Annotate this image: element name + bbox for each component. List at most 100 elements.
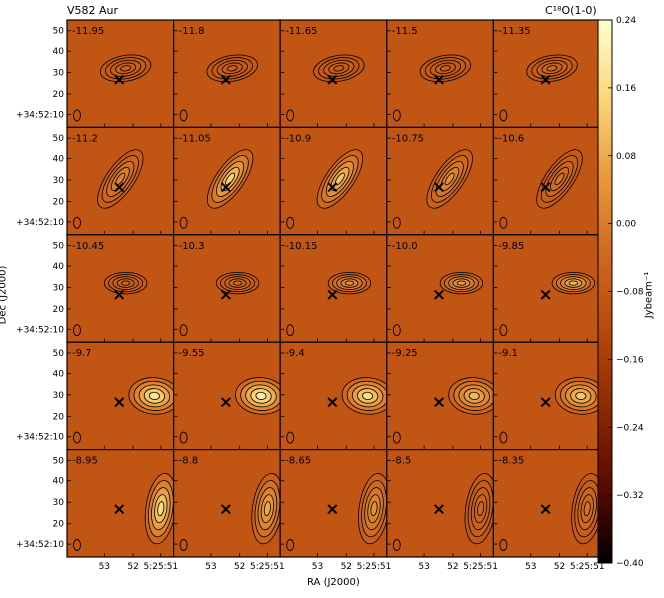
velocity-label: -8.5 [392, 456, 412, 467]
y-tick-label: 40 [53, 47, 65, 57]
emission-contours [206, 54, 258, 83]
beam-ellipse [499, 324, 508, 337]
x-tick-label: 5:25:51 [570, 562, 605, 572]
emission-contours [571, 473, 600, 545]
velocity-label: -10.75 [392, 133, 424, 144]
beam-ellipse [499, 109, 508, 122]
source-marker: × [112, 177, 126, 197]
beam-ellipse [179, 216, 188, 229]
source-marker: × [539, 177, 553, 197]
channel-panel: × -8.95 50 40 30 20 +34:52:10 53 52 5:25:51 [16, 449, 178, 572]
contour-level [120, 280, 131, 286]
velocity-label: -11.05 [179, 133, 211, 144]
contour-level [444, 172, 455, 186]
x-tick-label: 5:25:51 [250, 562, 285, 572]
source-marker: × [539, 392, 553, 412]
velocity-label: -10.6 [498, 133, 524, 144]
emission-contours [144, 473, 174, 545]
channel-panel: × -8.65 53 52 5:25:51 [279, 449, 392, 572]
channel-panel: × -11.5 [386, 19, 494, 129]
contour-level [225, 172, 236, 186]
y-tick-label: 30 [53, 69, 65, 79]
y-tick-label: 40 [53, 262, 65, 272]
beam-ellipse [286, 324, 295, 337]
source-marker: × [432, 70, 446, 90]
y-tick-label: 40 [53, 477, 65, 487]
velocity-label: -10.3 [179, 241, 205, 252]
emission-contours [128, 377, 174, 415]
emission-contours [327, 271, 372, 295]
channel-panel: × -10.9 [279, 126, 388, 236]
contour-level [468, 391, 480, 400]
contour-level [568, 280, 579, 286]
source-marker: × [325, 500, 339, 520]
emission-contours [316, 149, 364, 209]
contour-level [333, 65, 345, 72]
channel-panel: × -10.45 50 40 30 20 +34:52:10 [16, 234, 175, 343]
velocity-label: -11.35 [498, 26, 530, 37]
channel-panel: × -11.95 50 40 30 20 +34:52:10 [16, 19, 175, 129]
y-axis-label: Dec (J2000) [0, 265, 9, 325]
emission-contours [206, 149, 254, 209]
emission-contours [97, 149, 144, 209]
emission-contours [313, 54, 365, 83]
beam-ellipse [73, 216, 81, 229]
channel-panel: × -9.85 [492, 234, 601, 343]
beam-ellipse [286, 539, 295, 551]
y-tick-label: 20 [53, 198, 65, 208]
velocity-label: -9.7 [72, 348, 92, 359]
contour-level [120, 65, 132, 72]
emission-contours [215, 271, 260, 295]
emission-contours [358, 473, 387, 545]
source-marker: × [539, 500, 553, 520]
y-tick-label: 40 [53, 369, 65, 379]
source-name-title: V582 Aur [67, 4, 119, 17]
channel-panel: × -11.65 [279, 19, 388, 129]
velocity-label: -10.45 [72, 241, 104, 252]
beam-ellipse [73, 324, 81, 337]
colorbar-tick-label: −0.08 [616, 288, 644, 298]
x-tick-label: 52 [341, 562, 352, 572]
y-tick-label: 40 [53, 155, 65, 165]
beam-ellipse [179, 539, 188, 551]
y-tick-label: +34:52:10 [16, 540, 64, 550]
colorbar-tick-label: 0.16 [616, 84, 636, 94]
beam-ellipse [392, 109, 401, 122]
x-tick-label: 52 [234, 562, 245, 572]
x-axis-label: RA (J2000) [307, 577, 360, 588]
velocity-label: -9.4 [285, 348, 305, 359]
source-marker: × [539, 285, 553, 305]
y-tick-label: 50 [53, 242, 65, 252]
emission-contours [448, 377, 494, 415]
y-tick-label: 50 [53, 349, 65, 359]
emission-contours [464, 473, 494, 545]
velocity-label: -10.0 [392, 241, 418, 252]
contour-level [575, 391, 587, 400]
contour-level [148, 391, 160, 400]
channel-panel: × -9.1 [492, 341, 601, 451]
x-tick-label: 53 [99, 562, 110, 572]
velocity-label: -11.8 [179, 26, 205, 37]
contour-level [344, 280, 355, 286]
emission-contours [341, 377, 387, 415]
beam-ellipse [392, 324, 401, 337]
contour-level [439, 65, 451, 72]
x-tick-label: 5:25:51 [357, 562, 392, 572]
beam-ellipse [499, 431, 508, 444]
contour-level [115, 172, 126, 186]
channel-panel: × -10.3 [173, 234, 281, 343]
x-tick-label: 53 [205, 562, 216, 572]
source-marker: × [432, 500, 446, 520]
beam-ellipse [179, 109, 188, 122]
channel-panel: × -9.55 [173, 341, 281, 451]
y-tick-label: 50 [53, 134, 65, 144]
source-marker: × [325, 70, 339, 90]
x-tick-label: 53 [312, 562, 323, 572]
channel-panel: × -10.6 [492, 126, 601, 236]
contour-level [226, 65, 238, 72]
y-tick-label: +34:52:10 [16, 111, 64, 121]
contour-level [255, 391, 267, 400]
source-marker: × [219, 70, 233, 90]
